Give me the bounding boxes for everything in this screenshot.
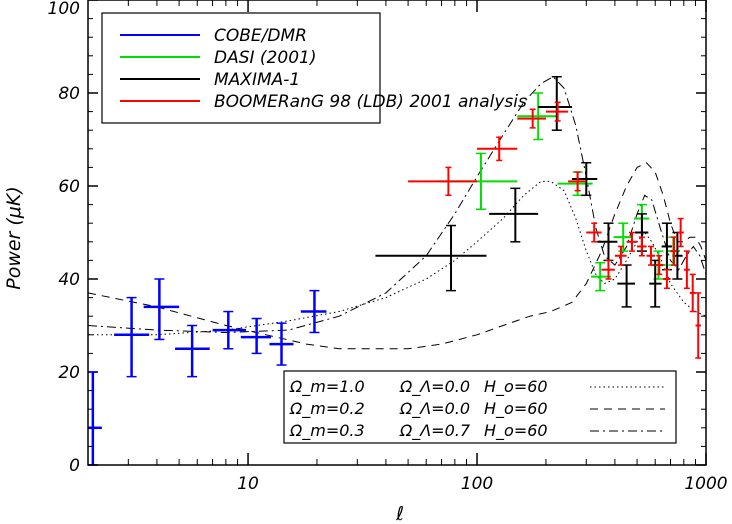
- data-point: [655, 255, 664, 276]
- model-legend: Ω_m=1.0 Ω_Λ=0.0 H_o=60 Ω_m=0.2 Ω_Λ=0.0 H_o=60…: [283, 370, 677, 444]
- legend-label: MAXIMA-1: [214, 70, 300, 90]
- data-point: [114, 296, 150, 378]
- model-h0: H_o=60: [484, 399, 548, 419]
- data-point: [212, 310, 247, 350]
- y-tick-label: 20: [58, 363, 80, 383]
- series-boomerang-98-ldb-2001-analysis: [408, 101, 702, 359]
- model-curve-dashdot: [87, 76, 707, 334]
- model-omega-m: Ω_m=0.3: [289, 421, 365, 441]
- data-point: [689, 273, 696, 313]
- series-cobe-dmr: [87, 278, 327, 466]
- data-point: [240, 317, 272, 355]
- legend-box: [101, 12, 381, 124]
- x-tick-label: 100: [461, 474, 493, 494]
- data-point: [269, 322, 294, 366]
- data-point: [375, 224, 487, 292]
- plot-border: [87, 0, 707, 466]
- y-tick-label: 100: [48, 0, 80, 19]
- data-series: [87, 75, 702, 466]
- data-point: [545, 101, 569, 122]
- x-tick-label: 1000: [684, 474, 727, 494]
- y-tick-label: 0: [69, 456, 80, 476]
- model-omega-lambda: Ω_Λ=0.0: [399, 377, 470, 397]
- data-point: [614, 245, 627, 266]
- axes-layer: 0 20 40 60 80 100 10 100 1000: [48, 0, 728, 494]
- legend-label: BOOMERanG 98 (LDB) 2001 analysis: [214, 92, 527, 112]
- data-point: [586, 222, 602, 243]
- data-point: [572, 162, 598, 197]
- model-omega-lambda: Ω_Λ=0.0: [399, 399, 470, 419]
- y-tick-label: 40: [58, 270, 80, 290]
- model-omega-lambda: Ω_Λ=0.7: [399, 421, 471, 441]
- data-point: [677, 217, 684, 248]
- y-tick-label: 60: [58, 177, 80, 197]
- model-omega-m: Ω_m=1.0: [289, 377, 365, 397]
- x-tick-label: 10: [237, 474, 259, 494]
- data-point: [300, 289, 327, 334]
- model-h0: H_o=60: [484, 421, 548, 441]
- data-point: [637, 236, 647, 257]
- model-h0: H_o=60: [484, 377, 548, 397]
- model-omega-m: Ω_m=0.2: [289, 399, 365, 419]
- legend-label: DASI (2001): [214, 48, 316, 68]
- data-point: [601, 259, 615, 280]
- data-point: [175, 324, 210, 378]
- data-point: [670, 236, 678, 266]
- data-point: [646, 245, 656, 266]
- data-point: [517, 92, 558, 141]
- data-point: [517, 108, 546, 129]
- x-axis-label: ℓ: [395, 503, 404, 524]
- y-tick-label: 80: [58, 84, 80, 104]
- data-point: [408, 166, 478, 197]
- data-point: [626, 231, 638, 252]
- model-curves: [87, 76, 707, 350]
- data-point: [143, 278, 180, 341]
- plot-frame: [87, 0, 707, 466]
- data-point: [663, 268, 671, 290]
- data-point: [568, 171, 587, 192]
- data-point: [683, 250, 690, 290]
- model-curve-dashed: [87, 162, 707, 350]
- data-point: [489, 187, 539, 243]
- legend-label: COBE/DMR: [214, 26, 307, 46]
- data-point: [477, 136, 518, 162]
- data-point: [695, 292, 702, 359]
- y-axis-label: Power (μK): [3, 186, 25, 290]
